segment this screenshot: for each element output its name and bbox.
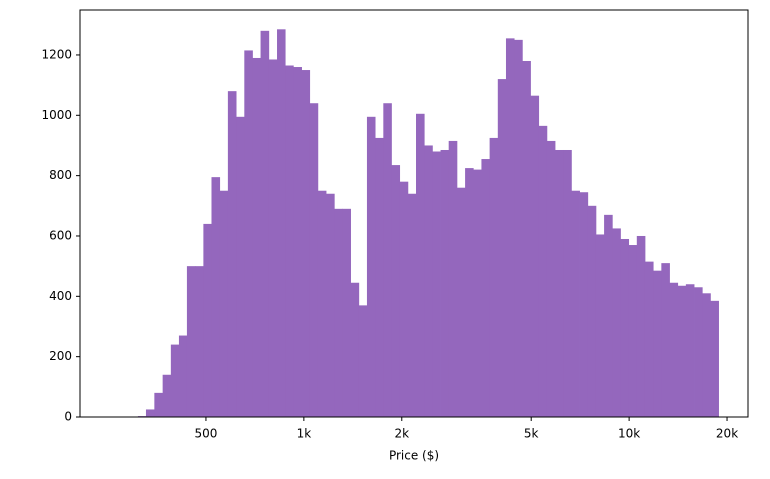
bar — [178, 335, 188, 417]
bar — [211, 177, 221, 417]
bar — [604, 214, 613, 417]
bar — [661, 263, 670, 417]
bar — [530, 95, 540, 418]
bar — [227, 91, 237, 418]
bar — [375, 137, 384, 417]
bar — [620, 238, 630, 417]
bar — [571, 190, 580, 417]
bar — [579, 192, 589, 417]
bar — [555, 149, 564, 418]
bar — [473, 169, 482, 417]
bar — [612, 228, 621, 417]
bar — [497, 79, 507, 417]
bar — [236, 116, 245, 417]
bar — [465, 168, 474, 417]
x-tick-label: 500 — [194, 427, 217, 441]
bar — [636, 235, 646, 417]
y-tick-label: 0 — [64, 410, 72, 424]
bar — [326, 193, 335, 417]
bar — [669, 282, 679, 417]
x-tick-label: 1k — [297, 427, 312, 441]
bar — [186, 266, 196, 417]
x-tick-label: 10k — [618, 427, 640, 441]
bar — [644, 261, 654, 417]
y-tick-label: 1200 — [41, 47, 72, 61]
x-tick-label: 2k — [394, 427, 409, 441]
bar — [407, 193, 417, 417]
bar — [170, 344, 180, 417]
bar — [244, 50, 253, 417]
bar — [260, 30, 270, 418]
bar — [277, 29, 286, 418]
bar — [366, 116, 376, 417]
bar — [587, 205, 597, 417]
bar — [309, 103, 319, 417]
bar — [145, 409, 155, 417]
bar — [694, 287, 703, 417]
bar — [702, 293, 711, 417]
bar — [399, 181, 409, 417]
bar — [195, 266, 204, 417]
bar — [350, 282, 360, 417]
bar — [710, 300, 719, 417]
bar — [653, 270, 662, 417]
bar — [334, 208, 343, 417]
y-tick-label: 1000 — [41, 108, 72, 122]
bar — [595, 234, 605, 417]
bar — [293, 67, 302, 417]
bar — [383, 103, 392, 417]
x-tick-label: 5k — [524, 427, 539, 441]
plot-frame — [79, 9, 749, 418]
bar — [448, 140, 458, 418]
bar — [252, 57, 261, 417]
bar — [424, 145, 433, 418]
bar — [432, 151, 441, 417]
x-tick-label: 20k — [716, 427, 738, 441]
y-tick-label: 600 — [49, 228, 72, 242]
bar — [546, 140, 556, 418]
bar — [677, 285, 687, 417]
bar — [154, 392, 164, 417]
bar — [203, 223, 212, 417]
y-tick-label: 800 — [49, 168, 72, 182]
y-tick-label: 200 — [49, 349, 72, 363]
bar — [301, 70, 311, 417]
bar — [268, 59, 278, 417]
bar — [285, 65, 294, 418]
bar — [440, 149, 450, 418]
bar — [162, 374, 172, 417]
bar — [685, 284, 695, 417]
bar — [219, 190, 229, 417]
bar — [481, 159, 491, 418]
bar — [489, 137, 499, 417]
bar — [416, 113, 425, 418]
bar — [342, 208, 351, 417]
bar — [514, 39, 523, 417]
bar — [317, 190, 327, 417]
x-axis-label: Price ($) — [389, 449, 439, 463]
bar — [563, 149, 572, 418]
bar — [391, 165, 401, 417]
bar — [538, 125, 548, 417]
y-tick-label: 400 — [49, 289, 72, 303]
bar — [505, 38, 515, 418]
bar — [522, 60, 531, 418]
bar — [358, 305, 368, 417]
bar — [628, 245, 638, 417]
bar — [456, 187, 466, 417]
